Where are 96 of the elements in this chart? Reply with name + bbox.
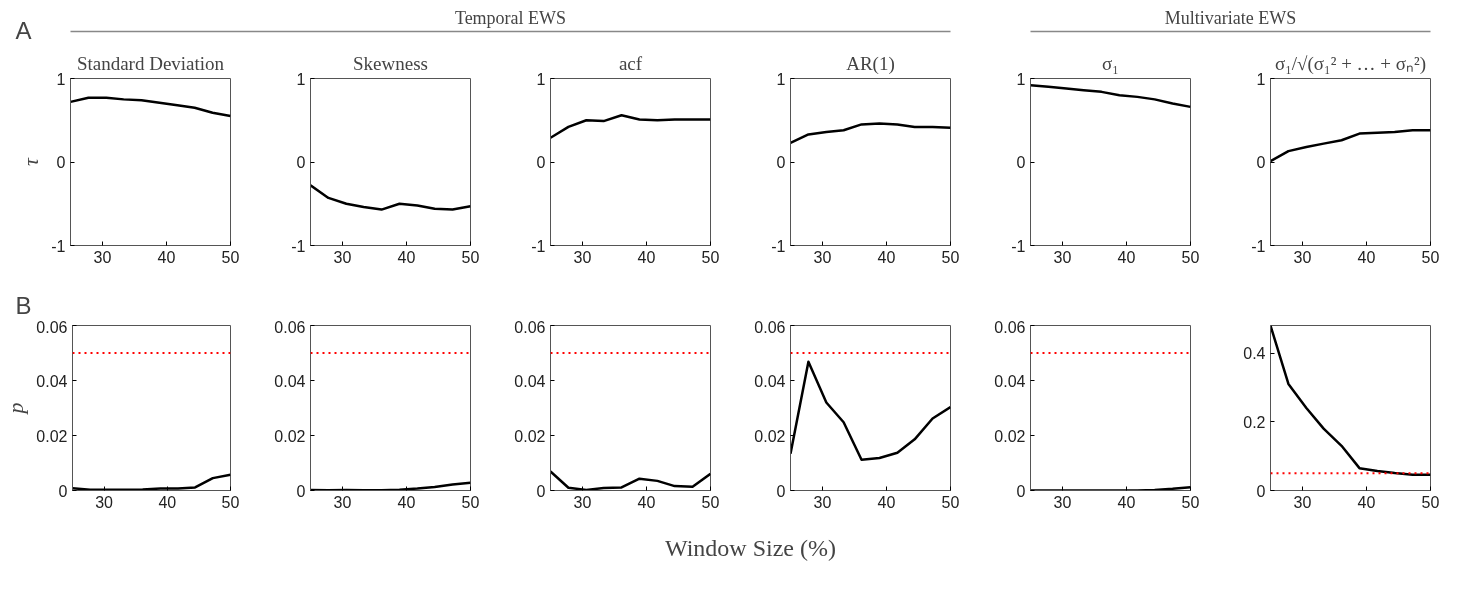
x-tick-label: 30 bbox=[93, 248, 112, 266]
x-tick-label: 40 bbox=[1117, 493, 1136, 511]
x-tick-label: 50 bbox=[221, 493, 240, 511]
x-tick-label: 30 bbox=[333, 493, 352, 511]
y-tick-label: 0.02 bbox=[274, 427, 306, 445]
line-series bbox=[790, 122, 951, 145]
line-series bbox=[70, 96, 231, 118]
y-tick-label: 0.06 bbox=[274, 318, 306, 336]
y-tick-label: 0 bbox=[776, 154, 786, 171]
x-tick-label: 40 bbox=[637, 248, 656, 266]
y-tick-label: 1 bbox=[776, 70, 786, 88]
y-tick-label: 0.04 bbox=[994, 372, 1026, 390]
y-tick-label: 0.2 bbox=[1243, 413, 1266, 431]
y-tick-label: -1 bbox=[531, 237, 546, 255]
chart-title: σ₁/√(σ₁² + … + σₙ²) bbox=[1274, 52, 1427, 75]
x-tick-label: 50 bbox=[1181, 493, 1200, 511]
x-tick-label: 40 bbox=[397, 248, 416, 266]
y-tick-label: -1 bbox=[771, 237, 786, 255]
x-tick-label: 30 bbox=[1053, 248, 1072, 266]
y-tick-label: 0 bbox=[1016, 154, 1026, 171]
y-tick-label: 0 bbox=[296, 154, 306, 171]
chart-title: acf bbox=[618, 52, 643, 74]
x-tick-label: 30 bbox=[573, 493, 592, 511]
x-tick-label: 40 bbox=[157, 248, 176, 266]
chart-title: AR(1) bbox=[846, 52, 895, 75]
text: Window Size (%) bbox=[665, 534, 837, 561]
x-tick-label: 50 bbox=[221, 248, 240, 266]
x-tick-label: 40 bbox=[1357, 248, 1376, 266]
x-tick-label: 40 bbox=[877, 248, 896, 266]
x-tick-label: 50 bbox=[941, 248, 960, 266]
x-tick-label: 50 bbox=[461, 493, 480, 511]
y-tick-label: 1 bbox=[296, 70, 306, 88]
text: Temporal EWS bbox=[454, 7, 567, 28]
y-tick-label: 0 bbox=[1256, 482, 1266, 500]
y-tick-label: 0 bbox=[56, 154, 66, 171]
y-tick-label: 0 bbox=[536, 154, 546, 171]
y-axis-title: τ bbox=[18, 156, 44, 166]
x-tick-label: 50 bbox=[941, 493, 960, 511]
x-tick-label: 30 bbox=[333, 248, 352, 266]
y-tick-label: 1 bbox=[1016, 70, 1026, 88]
x-tick-label: 30 bbox=[1293, 248, 1312, 266]
line-series bbox=[310, 184, 471, 211]
y-tick-label: 1 bbox=[536, 70, 546, 88]
y-tick-label: 0 bbox=[1256, 154, 1266, 171]
line-series bbox=[1030, 83, 1191, 109]
y-axis-title: p bbox=[3, 402, 29, 416]
x-tick-label: 40 bbox=[877, 493, 896, 511]
y-tick-label: 0.02 bbox=[514, 427, 546, 445]
y-tick-label: 0.4 bbox=[1243, 345, 1266, 362]
x-tick-label: 50 bbox=[701, 248, 720, 266]
y-tick-label: 1 bbox=[56, 70, 66, 88]
x-tick-label: 30 bbox=[1053, 493, 1072, 511]
y-tick-label: 0.04 bbox=[274, 372, 306, 390]
x-tick-label: 40 bbox=[1117, 248, 1136, 266]
x-tick-label: 30 bbox=[813, 248, 832, 266]
text: B bbox=[15, 291, 32, 319]
y-tick-label: 0.06 bbox=[36, 318, 68, 336]
y-tick-label: 0.02 bbox=[994, 427, 1026, 445]
text: A bbox=[15, 16, 32, 44]
y-tick-label: -1 bbox=[51, 237, 66, 255]
x-tick-label: 30 bbox=[1293, 493, 1312, 511]
y-tick-label: 0 bbox=[776, 482, 786, 500]
line-series bbox=[550, 113, 711, 140]
y-tick-label: 0 bbox=[58, 482, 68, 500]
y-tick-label: 0.04 bbox=[36, 372, 68, 390]
y-tick-label: -1 bbox=[291, 237, 306, 255]
x-tick-label: 50 bbox=[1421, 493, 1440, 511]
y-tick-label: -1 bbox=[1251, 237, 1266, 255]
y-tick-label: 0 bbox=[536, 482, 546, 500]
y-tick-label: 0 bbox=[296, 482, 306, 500]
y-tick-label: 0.02 bbox=[754, 427, 786, 445]
text: Multivariate EWS bbox=[1164, 7, 1297, 28]
x-tick-label: 40 bbox=[397, 493, 416, 511]
y-tick-label: 0.06 bbox=[754, 318, 786, 336]
y-tick-label: -1 bbox=[1011, 237, 1026, 255]
x-tick-label: 40 bbox=[1357, 493, 1376, 511]
x-tick-label: 40 bbox=[637, 493, 656, 511]
y-tick-label: 1 bbox=[1256, 70, 1266, 88]
y-tick-label: 0 bbox=[1016, 482, 1026, 500]
y-tick-label: 0.06 bbox=[514, 318, 546, 336]
y-tick-label: 0.02 bbox=[36, 427, 68, 445]
chart-title: Skewness bbox=[353, 52, 428, 74]
line-series bbox=[1270, 325, 1431, 476]
y-tick-label: 0.04 bbox=[514, 372, 546, 390]
x-tick-label: 30 bbox=[95, 493, 114, 511]
chart-title: σ₁ bbox=[1102, 52, 1119, 74]
x-tick-label: 30 bbox=[573, 248, 592, 266]
chart-title: Standard Deviation bbox=[76, 52, 225, 74]
x-tick-label: 50 bbox=[461, 248, 480, 266]
x-tick-label: 30 bbox=[813, 493, 832, 511]
x-tick-label: 50 bbox=[1421, 248, 1440, 266]
x-tick-label: 50 bbox=[1181, 248, 1200, 266]
y-tick-label: 0.06 bbox=[994, 318, 1026, 336]
x-tick-label: 40 bbox=[158, 493, 177, 511]
x-tick-label: 50 bbox=[701, 493, 720, 511]
y-tick-label: 0.04 bbox=[754, 372, 786, 390]
